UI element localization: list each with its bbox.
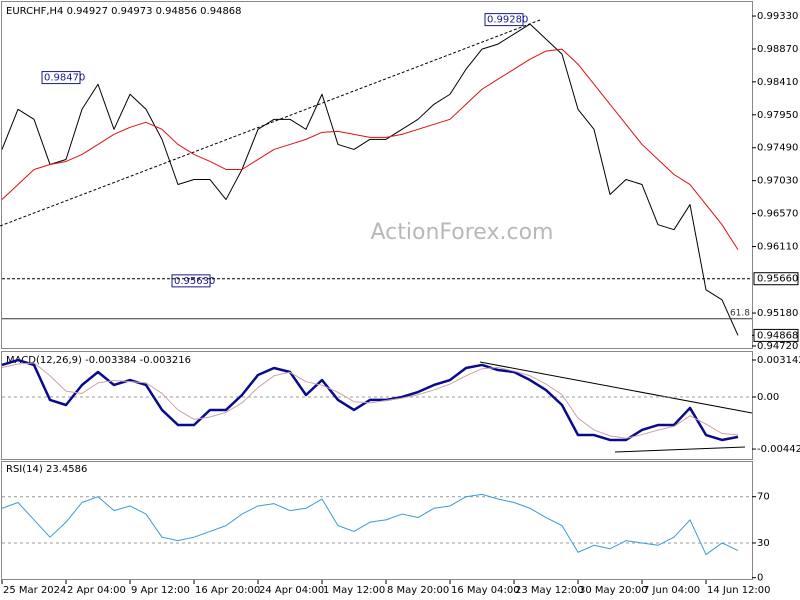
macd-trend-line <box>614 446 746 453</box>
y-tick-label: -0.00442 <box>757 444 800 455</box>
x-tick-label: 16 May 04:00 <box>451 585 520 596</box>
x-tick-label: 24 Apr 04:00 <box>259 585 324 596</box>
last-price-label: 0.94868 <box>757 330 798 341</box>
level-label: 0.95660 <box>757 274 798 285</box>
price-panel <box>1 1 753 349</box>
price-callout: 0.99280 <box>487 15 528 26</box>
x-tick-label: 1 May 12:00 <box>323 585 385 596</box>
series-line <box>1 362 739 439</box>
y-tick-label: 0.00 <box>757 392 779 403</box>
series-line <box>1 48 739 250</box>
x-tick-label: 9 Apr 12:00 <box>131 585 190 596</box>
price-callout: 0.95630 <box>174 276 215 287</box>
level-box <box>753 272 799 286</box>
y-tick-label: 0.96570 <box>757 209 798 220</box>
x-tick-label: 30 May 20:00 <box>579 585 648 596</box>
y-tick-label: 0.97030 <box>757 176 798 187</box>
y-tick-label: 0 <box>757 573 763 584</box>
y-tick-label: 70 <box>757 492 770 503</box>
y-tick-label: 0.95180 <box>757 308 798 319</box>
y-tick-label: 0.003142 <box>757 355 800 366</box>
price-callout-box <box>171 274 211 288</box>
price-callout-box <box>484 13 524 27</box>
y-tick-label: 0.96110 <box>757 242 798 253</box>
price-callout-box <box>41 71 81 85</box>
x-tick-label: 14 Jun 12:00 <box>707 585 771 596</box>
y-tick-label: 0.99330 <box>757 11 798 22</box>
x-tick-label: 16 Apr 20:00 <box>195 585 260 596</box>
watermark: ActionForex.com <box>371 220 554 245</box>
y-tick-label: 0.98870 <box>757 44 798 55</box>
y-tick-label: 30 <box>757 538 770 549</box>
y-tick-label: 0.98410 <box>757 77 798 88</box>
last-price-box <box>753 328 799 342</box>
x-tick-label: 23 May 12:00 <box>515 585 584 596</box>
x-tick-label: 7 Jun 04:00 <box>643 585 700 596</box>
rsi-title: RSI(14) 23.4586 <box>6 464 87 475</box>
x-tick-label: 2 Apr 04:00 <box>67 585 126 596</box>
price-callout: 0.98470 <box>44 73 85 84</box>
series-line <box>1 23 739 336</box>
macd-title: MACD(12,26,9) -0.003384 -0.003216 <box>6 355 191 366</box>
trend-line <box>0 19 541 227</box>
chart-title: EURCHF,H4 0.94927 0.94973 0.94856 0.9486… <box>6 6 242 17</box>
macd-trend-line <box>479 361 753 414</box>
y-tick-label: 0.97950 <box>757 110 798 121</box>
rsi-panel <box>1 461 753 580</box>
fib-label: 61.8 <box>730 308 750 318</box>
x-tick-label: 25 Mar 2024 <box>3 585 66 596</box>
y-tick-label: 0.94720 <box>757 341 798 352</box>
x-tick-label: 8 May 20:00 <box>387 585 449 596</box>
y-tick-label: 0.97490 <box>757 143 798 154</box>
macd-panel <box>1 351 753 460</box>
series-line <box>1 493 739 556</box>
